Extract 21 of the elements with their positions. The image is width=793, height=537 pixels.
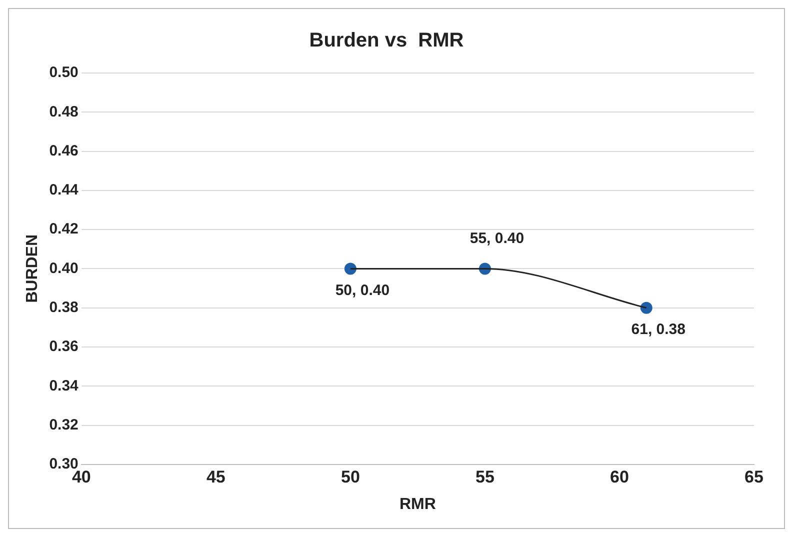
data-label: 50, 0.40 bbox=[335, 282, 390, 299]
y-tick-label: 0.38 bbox=[49, 298, 78, 316]
x-tick-label: 55 bbox=[475, 467, 494, 486]
y-tick-label: 0.46 bbox=[49, 142, 78, 160]
y-tick-label: 0.34 bbox=[49, 377, 80, 394]
y-tick-label: 0.48 bbox=[49, 103, 78, 120]
x-tick-label: 60 bbox=[610, 467, 629, 486]
x-axis-title: RMR bbox=[399, 496, 436, 513]
chart-title: Burden vs RMR bbox=[309, 30, 464, 52]
x-tick-label: 50 bbox=[340, 467, 360, 486]
y-tick-label: 0.44 bbox=[49, 182, 80, 199]
x-tick-label: 65 bbox=[744, 467, 764, 486]
data-label: 61, 0.38 bbox=[631, 320, 686, 338]
y-tick-label: 0.40 bbox=[49, 260, 78, 277]
y-tick-label: 0.50 bbox=[49, 64, 78, 82]
y-tick-label: 0.36 bbox=[49, 338, 78, 356]
y-axis-title: BURDEN bbox=[24, 234, 42, 303]
x-tick-label: 45 bbox=[206, 467, 226, 486]
data-label: 55, 0.40 bbox=[470, 230, 524, 247]
y-tick-label: 0.32 bbox=[49, 416, 78, 434]
y-tick-label: 0.42 bbox=[49, 220, 78, 238]
